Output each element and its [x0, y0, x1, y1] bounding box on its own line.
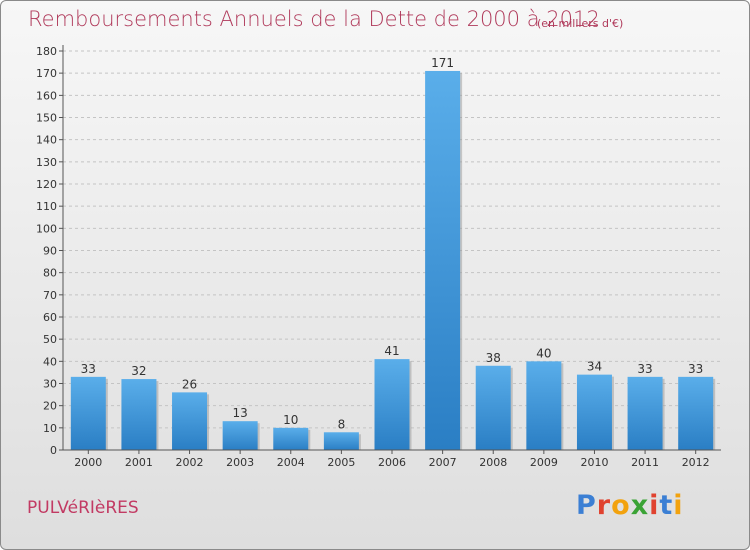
x-tick-label: 2011 [631, 456, 659, 469]
y-tick-label: 10 [43, 422, 57, 435]
x-tick-label: 2001 [125, 456, 153, 469]
bar-value-label: 26 [182, 377, 197, 391]
bar-layer: 33 32 26 13 10 8 41 171 38 40 34 33 33 [70, 56, 716, 450]
bar [425, 70, 461, 450]
proxiti-logo: Proxiti [576, 490, 684, 521]
bar-value-label: 32 [131, 364, 146, 378]
x-tick-label: 2004 [277, 456, 305, 469]
logo-letter: r [596, 490, 612, 521]
bar [222, 421, 258, 450]
logo-letter: o [611, 490, 631, 521]
bar [678, 376, 714, 450]
logo-letter: P [576, 490, 597, 521]
y-tick-label: 30 [43, 378, 57, 391]
logo-letter: i [649, 490, 660, 521]
bar [273, 427, 309, 450]
bar-value-label: 8 [338, 417, 346, 431]
x-tick-label: 2002 [176, 456, 204, 469]
y-tick-label: 110 [36, 200, 57, 213]
x-tick-label: 2010 [580, 456, 608, 469]
y-tick-label: 140 [36, 134, 57, 147]
x-tick-label: 2003 [226, 456, 254, 469]
y-tick-label: 70 [43, 289, 57, 302]
x-tick-label: 2009 [530, 456, 558, 469]
bar-value-label: 34 [587, 360, 602, 374]
y-tick-label: 120 [36, 178, 57, 191]
bar [323, 432, 359, 450]
x-tick-label: 2005 [327, 456, 355, 469]
y-tick-label: 60 [43, 311, 57, 324]
bar-value-label: 10 [283, 413, 298, 427]
bar-value-label: 33 [637, 362, 652, 376]
y-tick-label: 130 [36, 156, 57, 169]
axis-layer: 0 10 20 30 40 50 60 70 80 90 100 110 120 130 140 150 160… [36, 45, 721, 469]
bar-value-label: 38 [486, 351, 501, 365]
bar [576, 374, 612, 450]
y-tick-label: 50 [43, 333, 57, 346]
bar [475, 365, 511, 450]
commune-name: PULVéRIèRES [27, 498, 139, 518]
y-tick-label: 100 [36, 222, 57, 235]
x-tick-label: 2000 [74, 456, 102, 469]
bar [627, 376, 663, 450]
bar-value-label: 33 [81, 362, 96, 376]
x-tick-label: 2012 [682, 456, 710, 469]
bar [374, 359, 410, 450]
chart-title: Remboursements Annuels de la Dette de 20… [28, 7, 600, 31]
y-tick-label: 20 [43, 400, 57, 413]
logo-letter: t [659, 490, 674, 521]
bar-value-label: 40 [536, 346, 551, 360]
y-tick-label: 150 [36, 112, 57, 125]
x-tick-label: 2008 [479, 456, 507, 469]
bar-value-label: 171 [431, 56, 454, 70]
y-tick-label: 80 [43, 267, 57, 280]
y-tick-label: 90 [43, 245, 57, 258]
logo-letter: x [630, 490, 650, 521]
y-tick-label: 0 [50, 444, 57, 457]
chart-unit: (en milliers d'€) [537, 17, 624, 30]
y-tick-label: 170 [36, 67, 57, 80]
y-tick-label: 40 [43, 355, 57, 368]
y-tick-label: 160 [36, 89, 57, 102]
bar-value-label: 13 [233, 406, 248, 420]
y-tick-label: 180 [36, 45, 57, 58]
bar-value-label: 41 [384, 344, 399, 358]
bar [121, 379, 157, 450]
logo-letter: i [673, 490, 684, 521]
bar [70, 376, 106, 450]
x-tick-label: 2007 [429, 456, 457, 469]
bar-value-label: 33 [688, 362, 703, 376]
bar [526, 361, 562, 450]
bar [172, 392, 208, 450]
x-tick-label: 2006 [378, 456, 406, 469]
